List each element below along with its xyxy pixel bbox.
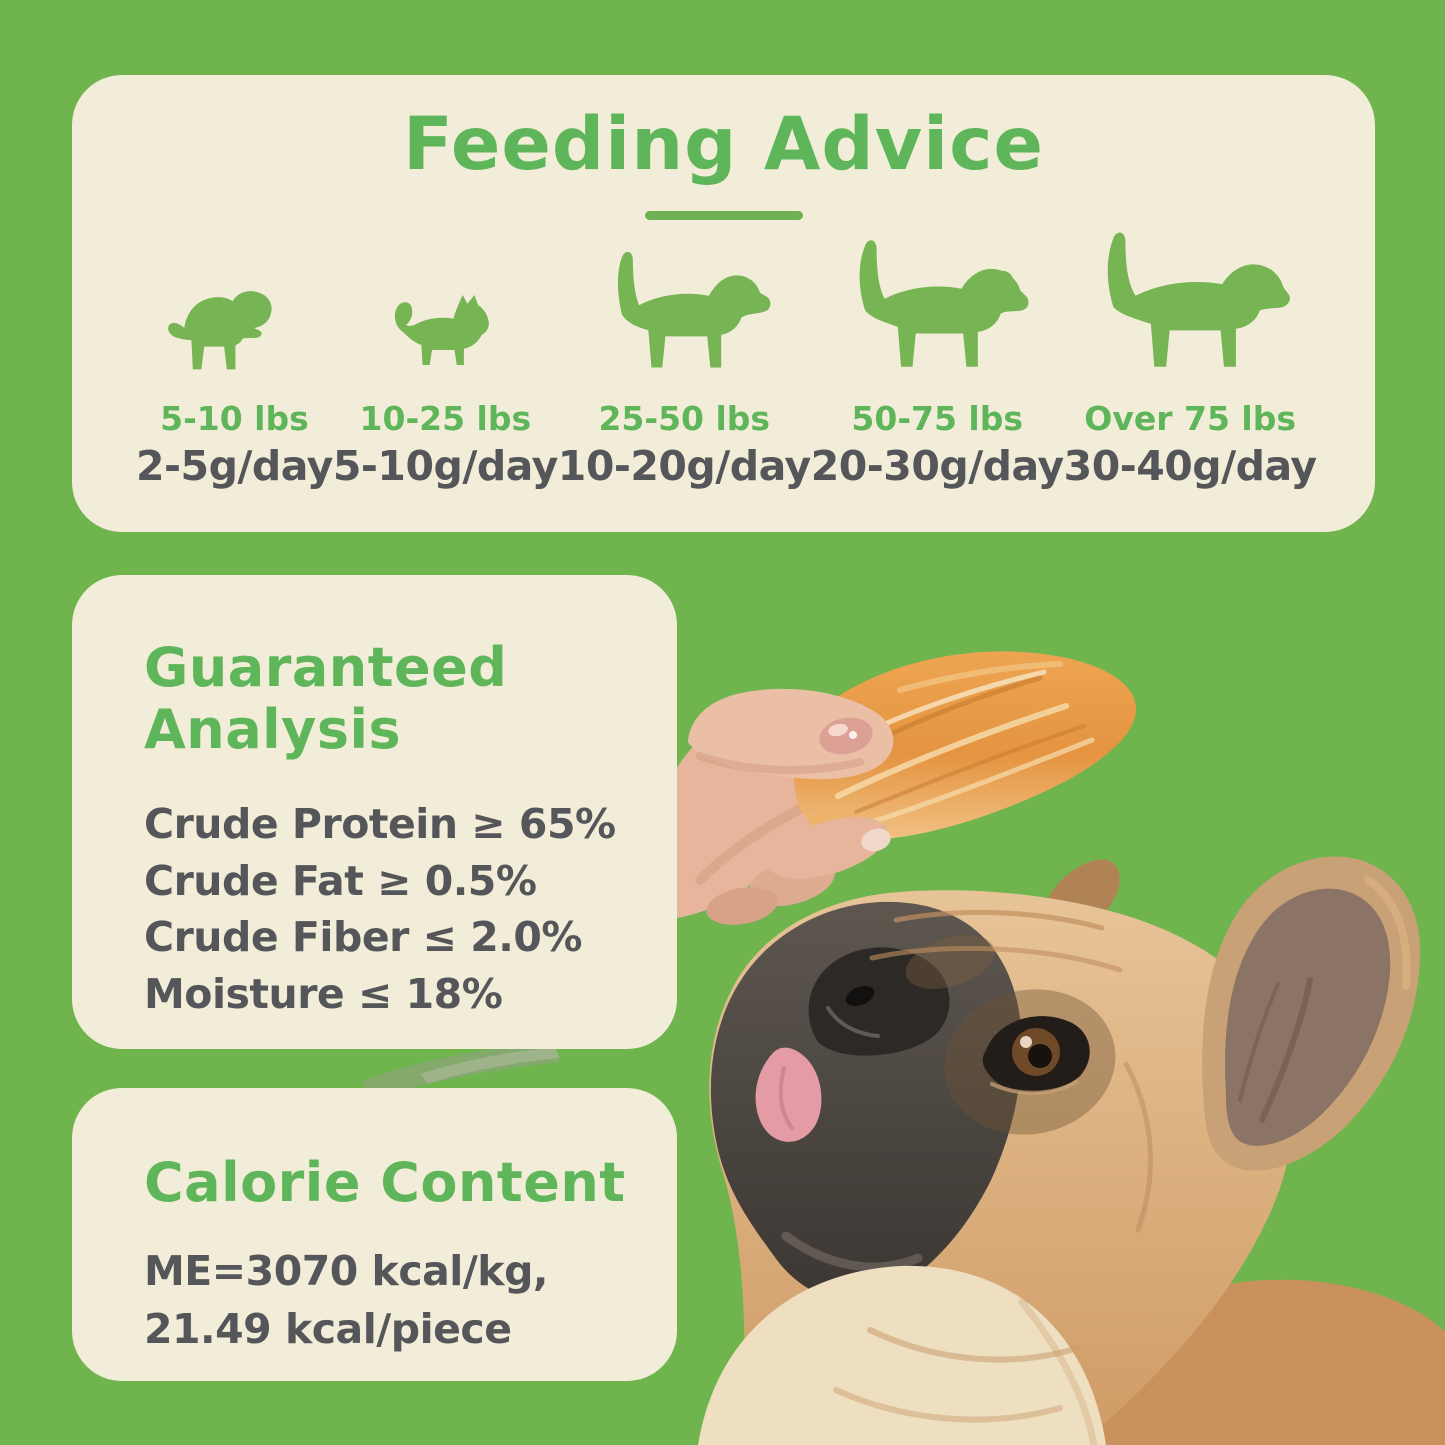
dog-size-item-4: 50-75 lbs 20-30g/day [811, 234, 1064, 491]
dog-nose [808, 947, 950, 1056]
dog-size-row: 5-10 lbs 2-5g/day 10-25 lbs 5-10g/day 25… [72, 220, 1375, 491]
dog-size-item-2: 10-25 lbs 5-10g/day [333, 280, 558, 491]
arm-shadow [360, 1044, 560, 1096]
title-line: Guaranteed [144, 636, 508, 699]
large-dog-silhouette-icon [859, 240, 1029, 368]
medium-dog-silhouette-icon [618, 252, 771, 368]
guaranteed-analysis-title: Guaranteed Analysis [144, 637, 647, 760]
calorie-line-piece: 21.49 kcal/piece [144, 1304, 512, 1353]
weight-range-label: 5-10 lbs [160, 399, 309, 439]
analysis-row-fiber: Crude Fiber ≤ 2.0% [144, 913, 582, 962]
daily-amount-label: 30-40g/day [1063, 442, 1317, 491]
daily-amount-label: 20-30g/day [810, 442, 1064, 491]
feeding-advice-panel: Feeding Advice 5-10 lbs 2-5g/day 10-25 l… [72, 75, 1375, 532]
weight-range-label: 10-25 lbs [359, 399, 532, 439]
puppy-silhouette-icon [168, 291, 273, 370]
dog-size-item-3: 25-50 lbs 10-20g/day [558, 246, 811, 491]
title-divider [644, 211, 803, 221]
analysis-row-protein: Crude Protein ≥ 65% [144, 800, 616, 849]
dog-chest [698, 1265, 1106, 1445]
feeding-advice-title: Feeding Advice [403, 102, 1044, 187]
daily-amount-label: 2-5g/day [136, 442, 333, 491]
dog-pupil [1028, 1044, 1052, 1068]
hand-finger [706, 887, 778, 925]
index-finger [768, 817, 888, 879]
french-bulldog-photo [698, 856, 1445, 1445]
analysis-row-moisture: Moisture ≤ 18% [144, 969, 503, 1018]
dog-size-item-5: Over 75 lbs 30-40g/day [1064, 228, 1317, 491]
calorie-content-title: Calorie Content [144, 1151, 626, 1214]
analysis-rows: Crude Protein ≥ 65% Crude Fat ≥ 0.5% Cru… [144, 796, 647, 1022]
daily-amount-label: 10-20g/day [557, 442, 811, 491]
title-line: Analysis [144, 697, 402, 761]
index-fingernail [861, 828, 891, 852]
weight-range-label: Over 75 lbs [1084, 399, 1296, 439]
weight-range-label: 50-75 lbs [851, 399, 1023, 439]
dog-tongue [755, 1047, 822, 1142]
guaranteed-analysis-panel: Guaranteed Analysis Crude Protein ≥ 65% … [72, 575, 677, 1049]
dog-ear-inner [1225, 888, 1391, 1146]
small-dog-silhouette-icon [395, 295, 490, 366]
dog-size-item-1: 5-10 lbs 2-5g/day [136, 284, 333, 491]
daily-amount-label: 5-10g/day [332, 442, 558, 491]
calorie-lines: ME=3070 kcal/kg, 21.49 kcal/piece [144, 1242, 647, 1358]
calorie-line-kg: ME=3070 kcal/kg, [144, 1246, 549, 1295]
xlarge-dog-silhouette-icon [1107, 232, 1291, 368]
weight-range-label: 25-50 lbs [598, 399, 771, 439]
hand-holding-treat-photo [652, 651, 1137, 925]
thumb [688, 688, 894, 780]
analysis-row-fat: Crude Fat ≥ 0.5% [144, 856, 537, 905]
dog-nostril [845, 985, 875, 1007]
calorie-content-panel: Calorie Content ME=3070 kcal/kg, 21.49 k… [72, 1088, 677, 1381]
